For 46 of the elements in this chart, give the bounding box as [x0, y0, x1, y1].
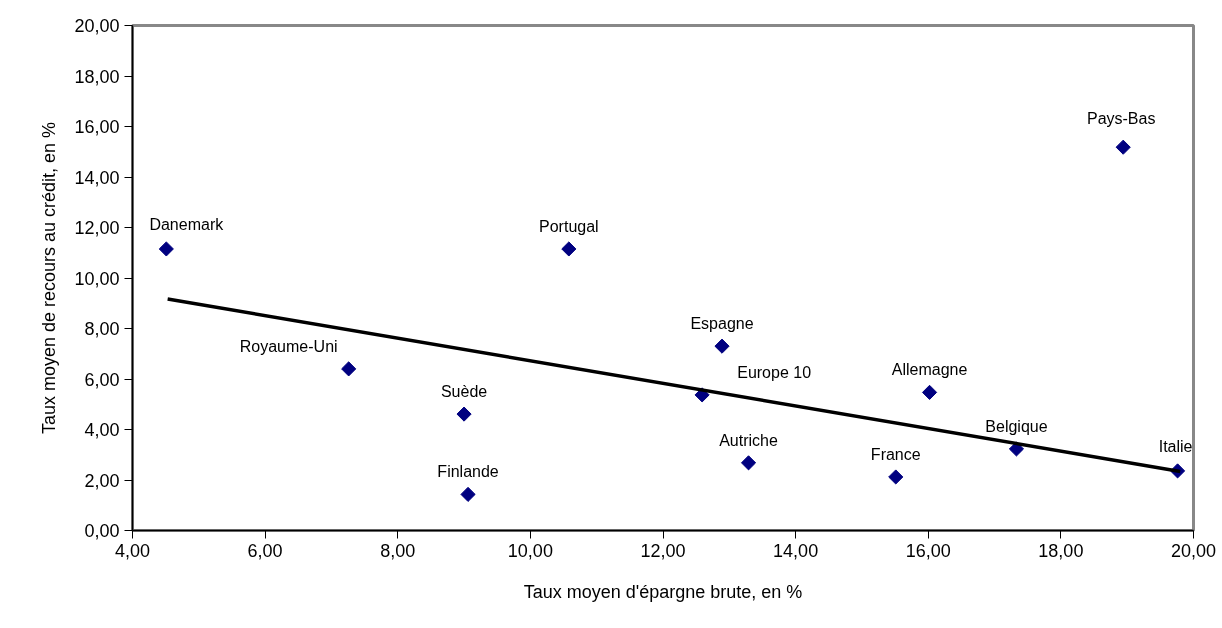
point	[888, 469, 904, 485]
y-tick-label: 6,00	[84, 369, 120, 390]
annotation: Espagne	[690, 315, 754, 333]
x-tick-label: 18,00	[1038, 540, 1084, 561]
x-tick-label: 12,00	[640, 540, 686, 561]
annotation: France	[870, 445, 921, 463]
point	[456, 406, 472, 422]
y-tick-label: 4,00	[84, 420, 120, 440]
point	[1115, 139, 1131, 155]
x-tick-label: 14,00	[773, 540, 819, 561]
y-tick-label: 20,00	[74, 16, 120, 36]
point	[922, 384, 938, 400]
point	[1008, 441, 1025, 457]
y-axis-title: Taux moyen de recours au crédit, en %	[39, 121, 60, 435]
y-tick-label: 0,00	[84, 521, 120, 541]
x-tick-label: 20,00	[1170, 540, 1217, 561]
y-tick-label: 18,00	[74, 66, 120, 87]
y-tick-label: 16,00	[74, 117, 120, 137]
annotation: Italie	[1158, 437, 1193, 455]
x-tick-label: 16,00	[905, 540, 951, 561]
x-tick-label: 8,00	[380, 540, 416, 561]
annotation: Suède	[440, 383, 488, 401]
annotation: Danemark	[149, 215, 225, 233]
annotation: Autriche	[719, 431, 778, 449]
point	[561, 241, 577, 257]
annotation: Royaume-Uni	[239, 337, 338, 355]
y-tick-label: 14,00	[74, 167, 120, 188]
x-tick-label: 6,00	[247, 540, 283, 561]
annotation: Belgique	[985, 417, 1048, 435]
annotation: Portugal	[539, 217, 599, 235]
annotation: Finlande	[437, 463, 499, 481]
x-tick-label: 4,00	[114, 540, 151, 561]
annotation: Europe 10	[737, 363, 812, 381]
point	[158, 241, 174, 257]
x-axis-title: Taux moyen d'épargne brute, en %	[523, 581, 803, 602]
point	[740, 455, 757, 471]
y-tick-label: 8,00	[84, 319, 120, 339]
y-tick-label: 12,00	[74, 218, 120, 238]
point	[714, 338, 730, 354]
point	[460, 486, 476, 502]
y-tick-label: 10,00	[74, 268, 120, 289]
annotation: Pays-Bas	[1086, 110, 1156, 128]
annotation: Allemagne	[891, 361, 968, 379]
x-tick-label: 10,00	[507, 540, 553, 561]
y-tick-label: 2,00	[84, 470, 120, 491]
point	[341, 361, 357, 377]
